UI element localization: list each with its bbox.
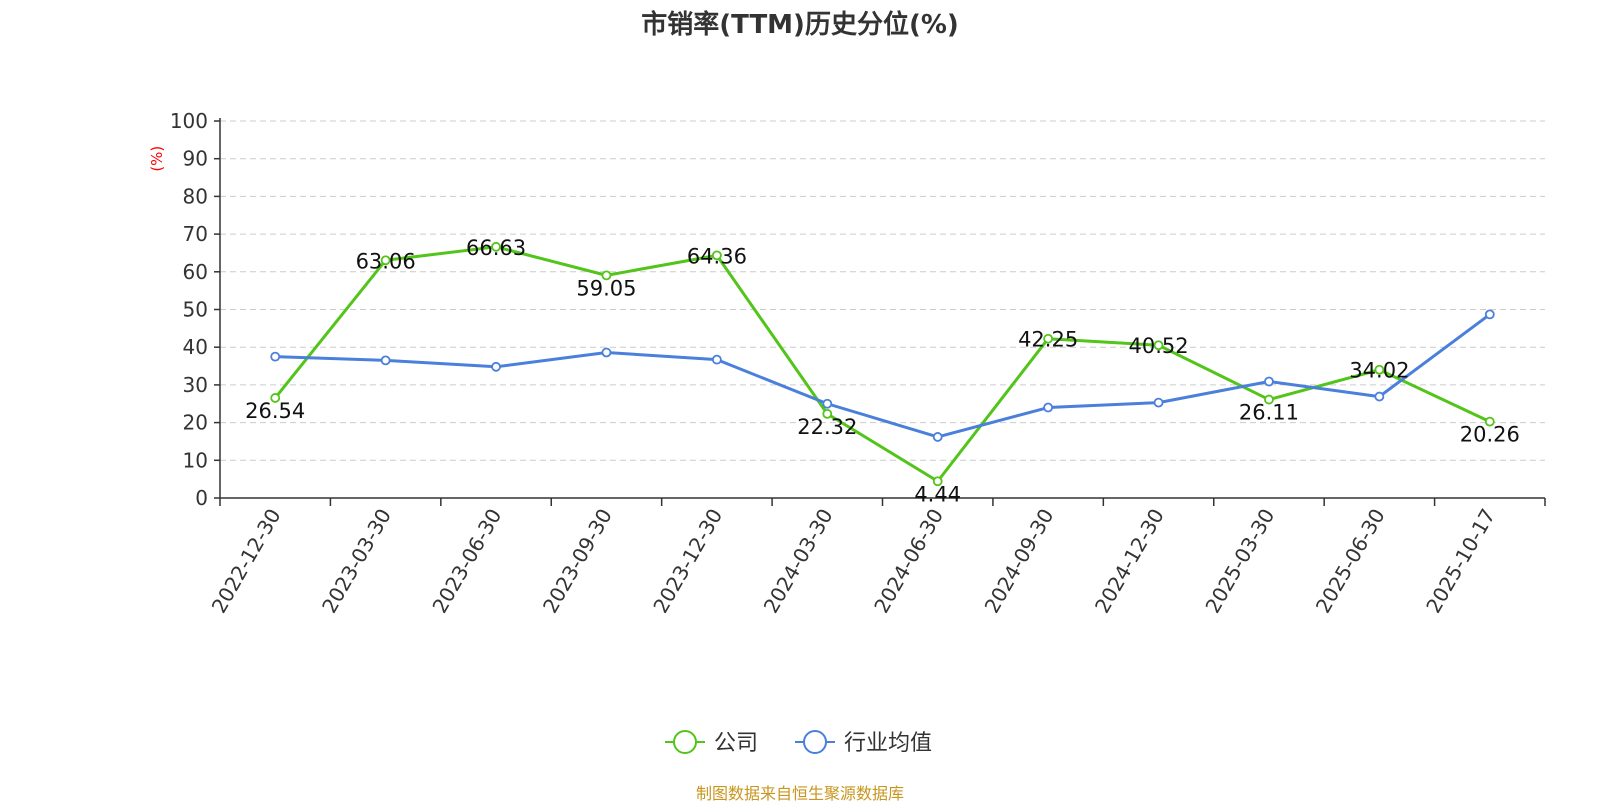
- y-tick-label: 40: [183, 335, 208, 359]
- data-point-company: [1374, 364, 1385, 375]
- data-label: 59.05: [576, 276, 636, 300]
- x-tick-label: 2024-06-30: [869, 505, 948, 618]
- x-tick-label: 2023-03-30: [317, 505, 396, 618]
- y-tick-label: 30: [183, 373, 208, 397]
- data-label: 42.25: [1018, 328, 1078, 352]
- data-label: 40.52: [1128, 334, 1188, 358]
- data-point-company: [711, 250, 722, 261]
- y-tick-label: 20: [183, 411, 208, 435]
- x-tick-label: 2025-06-30: [1311, 505, 1390, 618]
- x-tick-label: 2023-06-30: [427, 505, 506, 618]
- data-label: 26.11: [1239, 401, 1299, 425]
- data-point-company: [1484, 416, 1495, 427]
- data-point-company: [932, 476, 943, 487]
- data-label: 20.26: [1460, 423, 1520, 447]
- y-tick-label: 80: [183, 184, 208, 208]
- data-point-company: [1043, 333, 1054, 344]
- data-point-industry: [1264, 376, 1274, 387]
- data-point-industry: [1153, 397, 1164, 408]
- y-tick-label: 100: [170, 109, 208, 133]
- data-label: 26.54: [245, 399, 305, 423]
- data-label: 4.44: [914, 482, 961, 506]
- y-tick-label: 10: [183, 448, 208, 472]
- data-label: 34.02: [1349, 359, 1409, 383]
- legend-marker-industry: [803, 730, 827, 754]
- data-point-industry: [380, 355, 391, 366]
- x-tick-label: 2022-12-30: [207, 505, 286, 618]
- data-point-industry: [711, 354, 722, 365]
- legend-label-industry: 行业均值: [844, 731, 932, 756]
- y-axis-unit-label: (%): [148, 146, 166, 172]
- x-tick-label: 2025-10-17: [1421, 505, 1500, 618]
- y-tick-label: 0: [195, 486, 208, 510]
- data-point-industry: [822, 398, 833, 409]
- series-line-industry: [275, 313, 1491, 439]
- y-tick-label: 70: [183, 222, 208, 246]
- data-point-company: [1264, 394, 1274, 405]
- x-tick-label: 2023-09-30: [538, 505, 617, 618]
- data-point-company: [270, 393, 281, 403]
- data-label: 64.36: [687, 244, 747, 268]
- legend-marker-company: [673, 730, 697, 754]
- y-tick-label: 50: [183, 298, 208, 322]
- data-point-company: [822, 408, 833, 419]
- data-point-company: [1153, 340, 1164, 351]
- data-point-industry: [1374, 391, 1385, 402]
- data-point-company: [380, 255, 391, 266]
- data-point-industry: [1484, 309, 1495, 320]
- x-tick-label: 2024-09-30: [980, 505, 1059, 618]
- x-tick-label: 2023-12-30: [648, 505, 727, 618]
- data-point-industry: [1043, 402, 1054, 413]
- line-chart: 0 10 20 30 40 50 60 70 80 90 100(%) 2022-12-30 2023-…: [148, 109, 1546, 756]
- y-tick-label: 60: [183, 260, 208, 284]
- data-label: 66.63: [466, 236, 526, 260]
- data-point-industry: [491, 361, 501, 372]
- data-point-company: [491, 241, 501, 252]
- source-footer: 制图数据来自恒生聚源数据库: [695, 784, 904, 803]
- x-tick-label: 2024-03-30: [759, 505, 838, 618]
- data-point-industry: [270, 351, 281, 362]
- x-tick-label: 2024-12-30: [1090, 505, 1169, 618]
- data-point-company: [601, 270, 612, 281]
- series-line-company: [274, 245, 1491, 483]
- data-label: 63.06: [356, 249, 416, 273]
- legend-label-company: 公司: [714, 731, 758, 756]
- data-label: 22.32: [797, 415, 857, 439]
- data-point-industry: [932, 432, 943, 442]
- chart-title: 市销率(TTM)历史分位(%): [641, 10, 959, 40]
- data-point-industry: [601, 347, 612, 358]
- x-tick-label: 2025-03-30: [1200, 505, 1279, 618]
- y-tick-label: 90: [183, 147, 208, 171]
